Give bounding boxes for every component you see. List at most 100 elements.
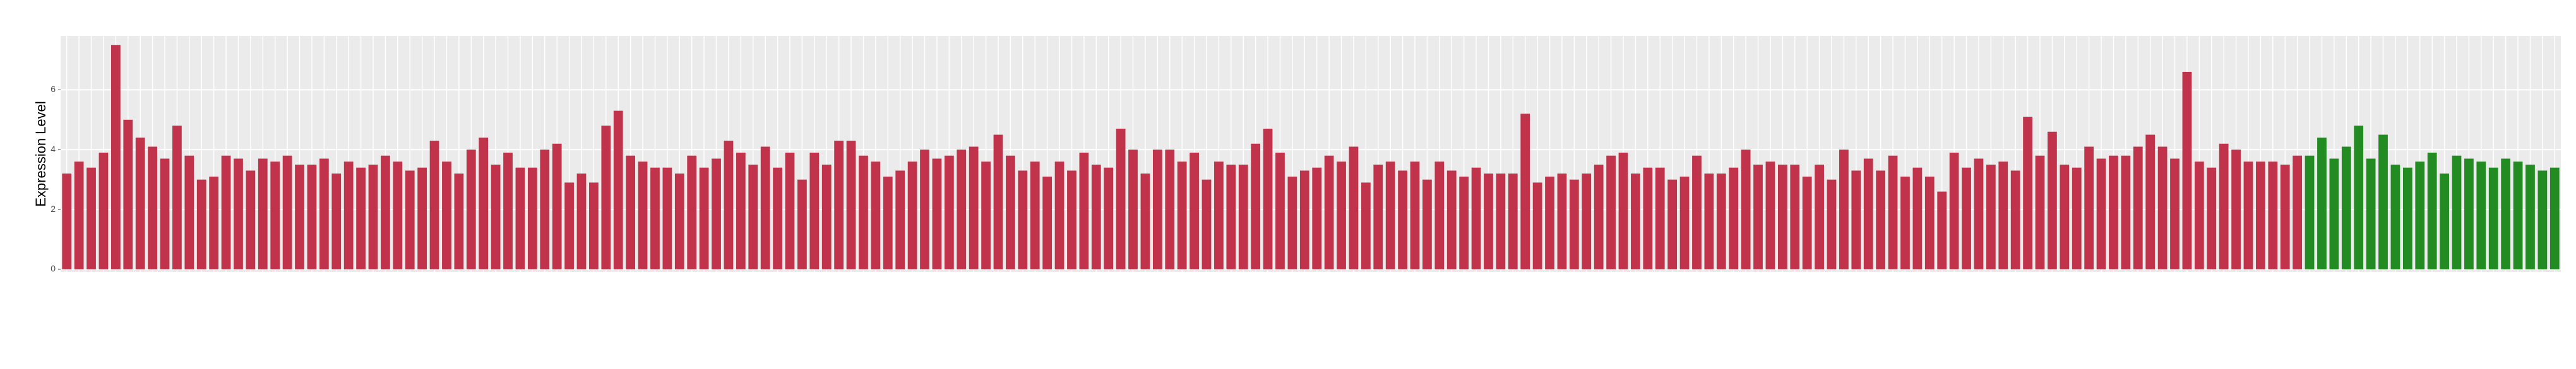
bar [1631, 173, 1640, 269]
bar [920, 149, 929, 269]
bar [1067, 170, 1076, 269]
bar [773, 167, 782, 269]
bar [503, 153, 513, 269]
bar [846, 141, 856, 269]
bar [785, 153, 795, 269]
bar [2390, 164, 2400, 269]
bar [1361, 182, 1371, 269]
bar [1900, 176, 1910, 269]
bar [270, 161, 280, 269]
bar [2145, 134, 2156, 269]
bar [1459, 176, 1469, 269]
bar [1079, 153, 1089, 269]
bar [1643, 167, 1653, 269]
bar [221, 155, 231, 269]
bar [2182, 71, 2192, 269]
bar [957, 149, 967, 269]
bar [1042, 176, 1052, 269]
bar [1863, 158, 1873, 269]
plot-background [61, 36, 2561, 272]
bar [809, 153, 820, 269]
bar [2157, 146, 2168, 269]
bar [2501, 158, 2511, 269]
bar [626, 155, 636, 269]
bar [1091, 164, 1101, 269]
bar [1888, 155, 1898, 269]
bar [1557, 173, 1567, 269]
bar [172, 126, 182, 269]
bar [1165, 149, 1175, 269]
bar [1312, 167, 1322, 269]
bar [2402, 167, 2412, 269]
bar [1484, 173, 1493, 269]
bar [2109, 155, 2118, 269]
bar [1962, 167, 1971, 269]
bar [1582, 173, 1592, 269]
bar [613, 110, 623, 269]
bar [1692, 155, 1702, 269]
bar [1532, 182, 1542, 269]
bar [1299, 170, 1309, 269]
bar [2035, 155, 2045, 269]
bar [944, 155, 954, 269]
bar [1815, 164, 1824, 269]
bar [442, 161, 451, 269]
bar [1618, 153, 1628, 269]
bar [712, 158, 721, 269]
bar [1337, 161, 1346, 269]
y-tick-label: 4 [51, 144, 56, 154]
bar [2048, 131, 2057, 269]
bar [2170, 158, 2179, 269]
bar [662, 167, 672, 269]
bar [1777, 164, 1787, 269]
bar [479, 138, 489, 269]
bar [1349, 146, 1359, 269]
bar [1520, 114, 1530, 269]
bar [907, 161, 917, 269]
bar [234, 158, 243, 269]
bar [1949, 153, 1959, 269]
bar [2243, 161, 2253, 269]
bar [601, 126, 611, 269]
bar [2305, 155, 2315, 269]
bar [2488, 167, 2498, 269]
bar [417, 167, 427, 269]
bar [1287, 176, 1297, 269]
bar [110, 45, 121, 269]
bar [2452, 155, 2462, 269]
bar [2378, 134, 2388, 269]
bar [2476, 161, 2486, 269]
bar [2194, 161, 2204, 269]
bar [1802, 176, 1812, 269]
bar [1018, 170, 1028, 269]
bar [160, 158, 170, 269]
bar [2329, 158, 2339, 269]
bar [1741, 149, 1751, 269]
bar [86, 167, 96, 269]
bar [981, 161, 991, 269]
bar [515, 167, 525, 269]
bar [1655, 167, 1665, 269]
bar [1765, 161, 1775, 269]
bar [993, 134, 1003, 269]
bar [343, 161, 354, 269]
bar [123, 119, 133, 269]
bar [2060, 164, 2070, 269]
bar [258, 158, 268, 269]
bar [1373, 164, 1383, 269]
bar [638, 161, 648, 269]
bar [1998, 161, 2008, 269]
bar [527, 167, 537, 269]
bar [1152, 149, 1162, 269]
bar [148, 146, 157, 269]
bar [1716, 173, 1726, 269]
bar [821, 164, 832, 269]
bar [491, 164, 501, 269]
bar [2427, 153, 2437, 269]
bar [1214, 161, 1224, 269]
bar [2341, 146, 2351, 269]
bar [1545, 176, 1554, 269]
bar [319, 158, 329, 269]
bar [1594, 164, 1604, 269]
